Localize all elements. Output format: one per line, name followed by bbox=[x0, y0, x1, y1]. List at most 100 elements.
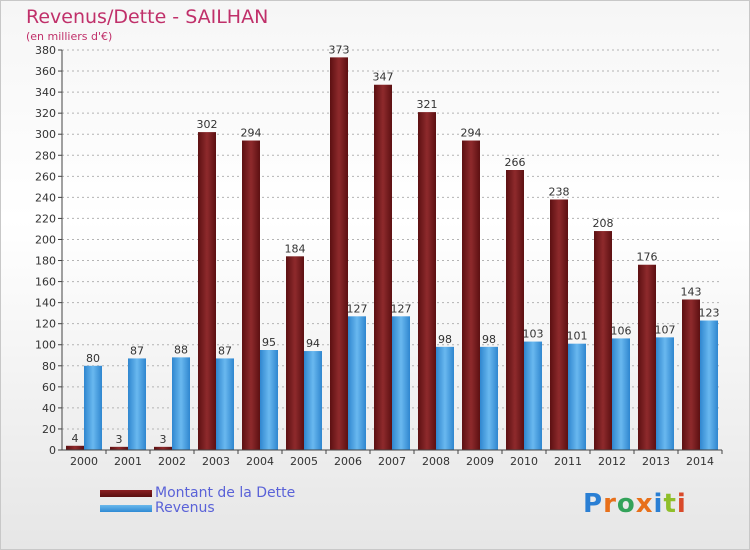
data-label-dette: 143 bbox=[681, 285, 702, 298]
x-tick-label: 2002 bbox=[158, 455, 186, 468]
legend-swatch-revenus bbox=[100, 505, 152, 512]
bar-dette bbox=[550, 199, 568, 450]
x-tick-label: 2008 bbox=[422, 455, 450, 468]
data-label-dette: 3 bbox=[160, 433, 167, 446]
bar-dette bbox=[374, 84, 392, 450]
logo-letter: o bbox=[616, 489, 636, 519]
x-tick-label: 2014 bbox=[686, 455, 714, 468]
bar-dette bbox=[330, 57, 348, 451]
y-tick-label: 220 bbox=[35, 212, 56, 225]
x-axis: 2000 2001 2002 2003 2004 2005 2006 2007 2008 2009… bbox=[62, 449, 723, 468]
data-label-dette: 294 bbox=[241, 127, 262, 140]
data-label-revenus: 103 bbox=[523, 328, 544, 341]
y-tick-label: 200 bbox=[35, 233, 56, 246]
data-label-revenus: 87 bbox=[130, 344, 144, 357]
bar-dette bbox=[286, 256, 304, 450]
y-tick-label: 40 bbox=[42, 402, 56, 415]
data-label-revenus: 94 bbox=[306, 337, 320, 350]
bar-dette bbox=[242, 140, 260, 451]
bars: 4 80 3 87 3 88 302 87 294 95 184 94 373 127 347 127 321 9… bbox=[66, 43, 720, 451]
y-tick-label: 20 bbox=[42, 423, 56, 436]
data-label-revenus: 127 bbox=[347, 302, 368, 315]
y-tick-label: 240 bbox=[35, 191, 56, 204]
bar-revenus bbox=[524, 341, 542, 450]
x-tick-label: 2010 bbox=[510, 455, 538, 468]
y-tick-label: 280 bbox=[35, 149, 56, 162]
logo-letter: r bbox=[603, 489, 617, 519]
data-label-revenus: 106 bbox=[611, 324, 632, 337]
bar-dette bbox=[418, 112, 436, 451]
data-label-dette: 347 bbox=[373, 71, 394, 84]
logo-letter: P bbox=[583, 489, 604, 519]
x-tick-label: 2003 bbox=[202, 455, 230, 468]
bar-dette bbox=[462, 140, 480, 451]
y-tick-label: 0 bbox=[49, 444, 56, 457]
bar-revenus bbox=[260, 350, 278, 450]
logo-letter: t bbox=[663, 489, 677, 519]
x-tick-label: 2004 bbox=[246, 455, 274, 468]
bar-revenus bbox=[348, 316, 366, 450]
data-label-revenus: 88 bbox=[174, 343, 188, 356]
data-label-revenus: 101 bbox=[567, 330, 588, 343]
x-tick-label: 2009 bbox=[466, 455, 494, 468]
y-tick-label: 300 bbox=[35, 128, 56, 141]
data-label-dette: 176 bbox=[637, 251, 658, 264]
data-label-revenus: 87 bbox=[218, 344, 232, 357]
data-label-revenus: 123 bbox=[699, 307, 720, 320]
legend-swatch-dette bbox=[100, 490, 152, 497]
bar-dette bbox=[506, 170, 524, 450]
data-label-dette: 294 bbox=[461, 127, 482, 140]
bar-revenus bbox=[172, 357, 190, 450]
data-label-revenus: 127 bbox=[391, 302, 412, 315]
data-label-revenus: 98 bbox=[482, 333, 496, 346]
x-tick-label: 2001 bbox=[114, 455, 142, 468]
data-label-revenus: 95 bbox=[262, 336, 276, 349]
data-label-dette: 321 bbox=[417, 98, 438, 111]
x-tick-label: 2012 bbox=[598, 455, 626, 468]
x-tick-label: 2007 bbox=[378, 455, 406, 468]
y-tick-label: 380 bbox=[35, 44, 56, 57]
y-tick-label: 60 bbox=[42, 381, 56, 394]
bar-revenus bbox=[480, 346, 498, 450]
x-tick-label: 2005 bbox=[290, 455, 318, 468]
bar-dette bbox=[638, 264, 656, 450]
bar-dette bbox=[66, 445, 84, 450]
data-label-dette: 266 bbox=[505, 156, 526, 169]
data-label-dette: 208 bbox=[593, 217, 614, 230]
data-label-dette: 302 bbox=[197, 118, 218, 131]
y-tick-label: 340 bbox=[35, 86, 56, 99]
bar-dette bbox=[594, 231, 612, 450]
data-label-revenus: 80 bbox=[86, 352, 100, 365]
y-tick-label: 320 bbox=[35, 107, 56, 120]
y-tick-label: 140 bbox=[35, 297, 56, 310]
y-tick-label: 80 bbox=[42, 360, 56, 373]
bar-dette bbox=[154, 446, 172, 450]
bar-dette bbox=[198, 132, 216, 450]
bar-revenus bbox=[128, 358, 146, 450]
y-tick-label: 160 bbox=[35, 276, 56, 289]
bar-revenus bbox=[656, 337, 674, 450]
legend-label-dette: Montant de la Dette bbox=[155, 485, 296, 501]
x-tick-label: 2000 bbox=[70, 455, 98, 468]
bar-dette bbox=[682, 299, 700, 450]
bar-revenus bbox=[700, 320, 718, 450]
data-label-revenus: 107 bbox=[655, 323, 676, 336]
y-axis: 0 20 40 60 80 100 120 140 160 180 200 220 240 260 280 3… bbox=[35, 44, 63, 457]
x-tick-label: 2013 bbox=[642, 455, 670, 468]
bar-revenus bbox=[304, 351, 322, 450]
data-label-dette: 373 bbox=[329, 43, 350, 56]
x-tick-label: 2006 bbox=[334, 455, 362, 468]
chart-subtitle: (en milliers d'€) bbox=[26, 30, 113, 43]
logo-letter: i bbox=[676, 489, 687, 519]
logo-letter: i bbox=[653, 489, 664, 519]
y-tick-label: 120 bbox=[35, 318, 56, 331]
logo-letter: x bbox=[635, 489, 654, 519]
bar-revenus bbox=[84, 365, 102, 450]
legend-label-revenus: Revenus bbox=[155, 500, 215, 516]
bar-dette bbox=[110, 446, 128, 450]
data-label-dette: 4 bbox=[72, 432, 79, 445]
y-tick-label: 180 bbox=[35, 255, 56, 268]
data-label-dette: 3 bbox=[116, 433, 123, 446]
x-tick-label: 2011 bbox=[554, 455, 582, 468]
